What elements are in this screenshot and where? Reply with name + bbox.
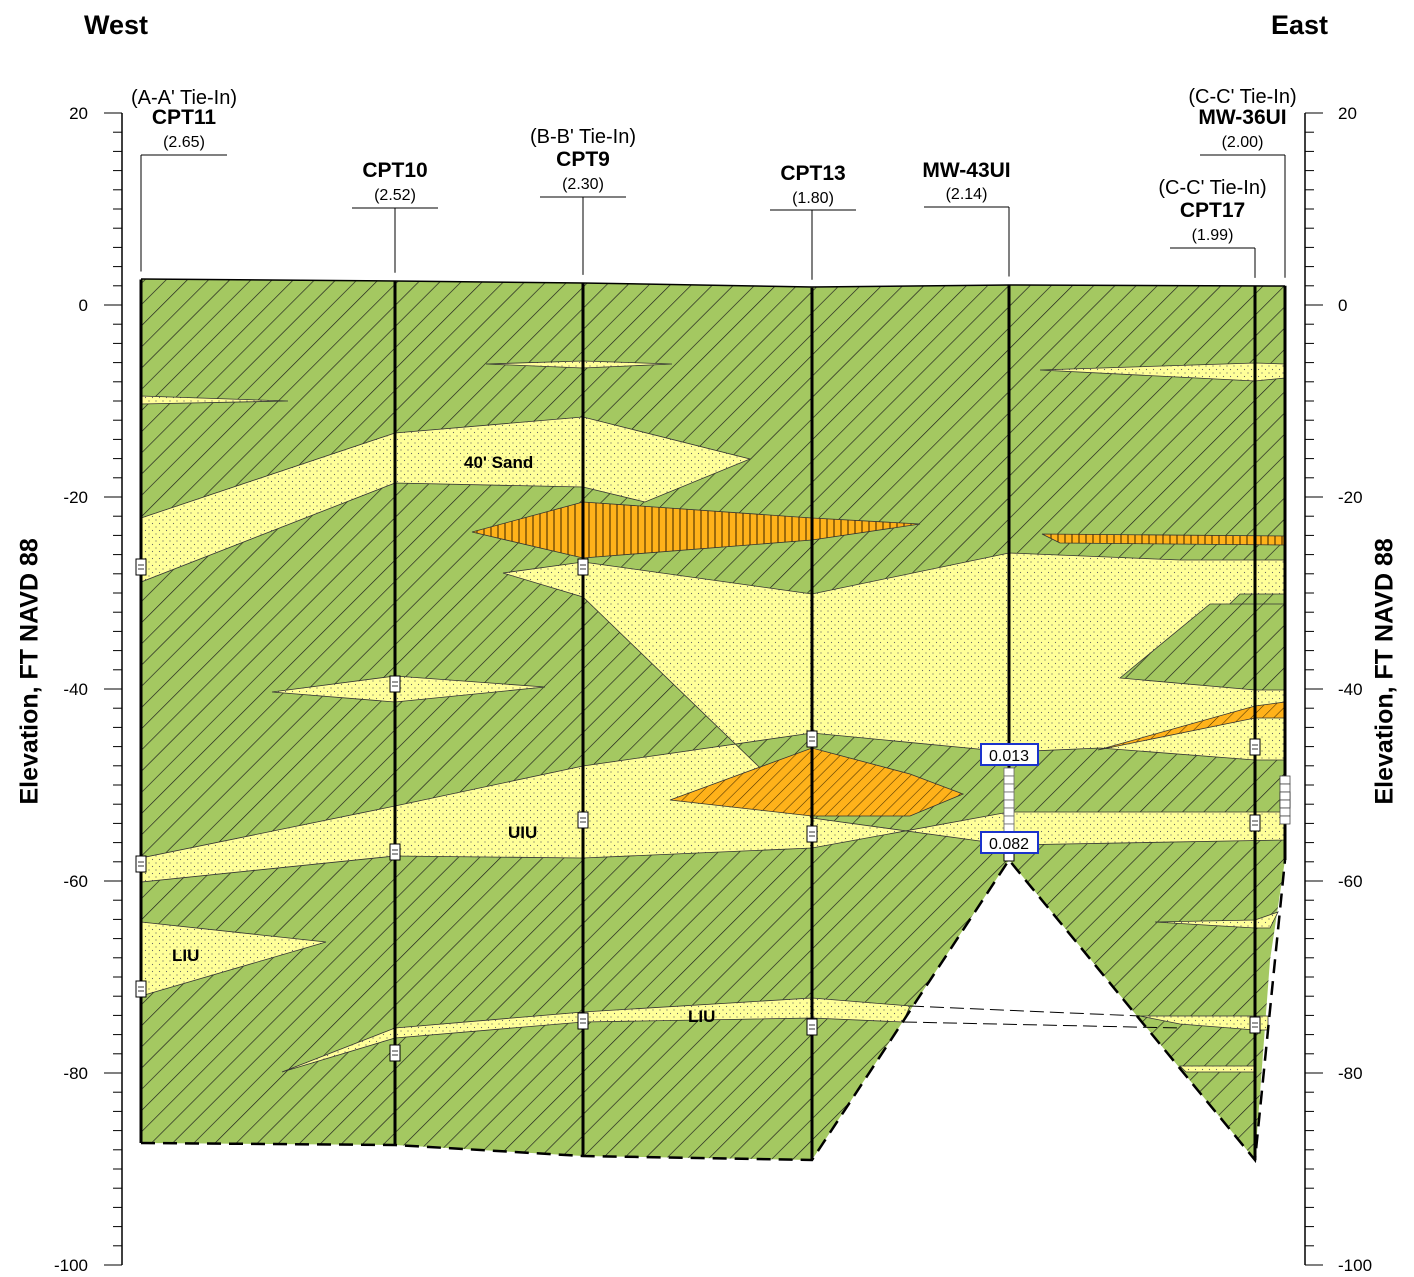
well-screen-segment bbox=[1003, 815, 1015, 825]
right-tick-label: -80 bbox=[1338, 1064, 1363, 1083]
boring-ground-elevation: (2.00) bbox=[1222, 134, 1264, 151]
boring-name: MW-43UI bbox=[922, 159, 1010, 182]
sand-lens bbox=[1154, 911, 1279, 929]
boring-name: CPT17 bbox=[1180, 199, 1245, 222]
unit-label-uiu: UIU bbox=[508, 823, 537, 842]
sample-marker bbox=[1003, 852, 1015, 862]
left-tick-label: 0 bbox=[79, 296, 88, 315]
boring-tie-in: (C-C' Tie-In) bbox=[1158, 177, 1266, 199]
sand-lens bbox=[485, 360, 673, 369]
left-tick-label: -40 bbox=[63, 680, 88, 699]
boring-tie-in: (B-B' Tie-In) bbox=[530, 126, 636, 148]
right-tick-label: -40 bbox=[1338, 680, 1363, 699]
sample-marker bbox=[1249, 738, 1261, 756]
sample-marker bbox=[389, 843, 401, 861]
sample-marker bbox=[135, 558, 147, 576]
well-screen-segment bbox=[1003, 823, 1015, 833]
sample-marker bbox=[1249, 814, 1261, 832]
right-tick-label: 0 bbox=[1338, 296, 1347, 315]
boring-name: CPT13 bbox=[780, 162, 845, 185]
gravel-lens bbox=[1041, 533, 1286, 546]
right-tick-label: -20 bbox=[1338, 488, 1363, 507]
sand-lens bbox=[271, 675, 546, 703]
correlation-dashed bbox=[909, 1005, 1141, 1017]
boring-name: CPT9 bbox=[556, 148, 610, 171]
sample-marker bbox=[806, 1018, 818, 1036]
well-screen-segment bbox=[1003, 791, 1015, 801]
sample-marker bbox=[389, 1044, 401, 1062]
well-screen-segment bbox=[1003, 767, 1015, 777]
sand-lens bbox=[1179, 1065, 1256, 1073]
boring-ground-elevation: (2.65) bbox=[163, 134, 205, 151]
sample-marker bbox=[1249, 1016, 1261, 1034]
boring-cpt11: (A-A' Tie-In)CPT11 (2.65) bbox=[131, 87, 237, 1143]
unit-label-liu-west: LIU bbox=[172, 946, 199, 965]
sample-marker bbox=[577, 1012, 589, 1030]
boring-name: CPT11 bbox=[152, 106, 217, 129]
sample-marker bbox=[135, 855, 147, 873]
left-tick-label: -100 bbox=[54, 1256, 88, 1275]
boring-tie-in: (C-C' Tie-In) bbox=[1188, 86, 1296, 108]
sample-marker bbox=[806, 730, 818, 748]
boring-cpt13: CPT13 (1.80) bbox=[770, 162, 856, 1160]
well-screen-segment bbox=[1279, 799, 1291, 809]
right-tick-label: -60 bbox=[1338, 872, 1363, 891]
boring-cpt17: (C-C' Tie-In)CPT17 (1.99) bbox=[1158, 177, 1267, 1160]
right-tick-label: 20 bbox=[1338, 104, 1357, 123]
correlation-dashed bbox=[902, 1021, 1181, 1029]
west-label: West bbox=[84, 10, 149, 40]
ground-surface bbox=[140, 278, 1286, 288]
boring-name: CPT10 bbox=[362, 159, 427, 182]
boring-cpt10: CPT10 (2.52) bbox=[352, 159, 438, 1145]
well-screen-segment bbox=[1003, 807, 1015, 817]
boring-ground-elevation: (1.99) bbox=[1192, 227, 1234, 244]
well-screen-segment bbox=[1279, 807, 1291, 817]
unit-label-liu-middle: LIU bbox=[688, 1007, 715, 1026]
well-screen-segment bbox=[1279, 783, 1291, 793]
boring-ground-elevation: (1.80) bbox=[792, 190, 834, 207]
east-label: East bbox=[1271, 10, 1329, 40]
right-tick-label: -100 bbox=[1338, 1256, 1372, 1275]
sample-marker bbox=[135, 980, 147, 998]
data-gap-void bbox=[812, 860, 1255, 1160]
screen-value-bottom: 0.082 bbox=[989, 836, 1029, 853]
elevation-axes: 20 20 0 0 -20 -20 -40 -40 -60 -60 -80 -80 -100 -100 bbox=[54, 104, 1372, 1275]
left-tick-label: -80 bbox=[63, 1064, 88, 1083]
boring-mw-36ui: (C-C' Tie-In)MW-36UI (2.00) bbox=[1188, 86, 1297, 860]
boring-logs: (A-A' Tie-In)CPT11 (2.65) CPT10 (2.52) (B-B'… bbox=[131, 86, 1297, 1160]
screen-value-top-box bbox=[980, 743, 1039, 766]
boring-ground-elevation: (2.14) bbox=[946, 186, 988, 203]
well-screen-segment bbox=[1003, 775, 1015, 785]
well-screen-segment bbox=[1279, 775, 1291, 785]
well-screen-segment bbox=[1279, 815, 1291, 825]
well-screen-segment bbox=[1279, 791, 1291, 801]
boring-cpt9: (B-B' Tie-In)CPT9 (2.30) bbox=[530, 126, 636, 1156]
well-screen-segment bbox=[1003, 799, 1015, 809]
left-tick-label: 20 bbox=[69, 104, 88, 123]
boring-name: MW-36UI bbox=[1198, 106, 1286, 129]
boring-ground-elevation: (2.30) bbox=[562, 176, 604, 193]
screen-value-bottom-box bbox=[980, 831, 1039, 854]
unit-label-40ft-sand: 40' Sand bbox=[464, 453, 533, 472]
left-tick-label: -60 bbox=[63, 872, 88, 891]
sample-marker bbox=[577, 811, 589, 829]
boring-ground-elevation: (2.52) bbox=[374, 187, 416, 204]
sample-marker bbox=[389, 675, 401, 693]
screen-value-top: 0.013 bbox=[989, 748, 1029, 765]
left-tick-label: -20 bbox=[63, 488, 88, 507]
sample-marker bbox=[577, 558, 589, 576]
sample-marker bbox=[806, 825, 818, 843]
boring-tie-in: (A-A' Tie-In) bbox=[131, 87, 237, 109]
well-screen-segment bbox=[1003, 783, 1015, 793]
sand-40ft bbox=[140, 416, 752, 583]
